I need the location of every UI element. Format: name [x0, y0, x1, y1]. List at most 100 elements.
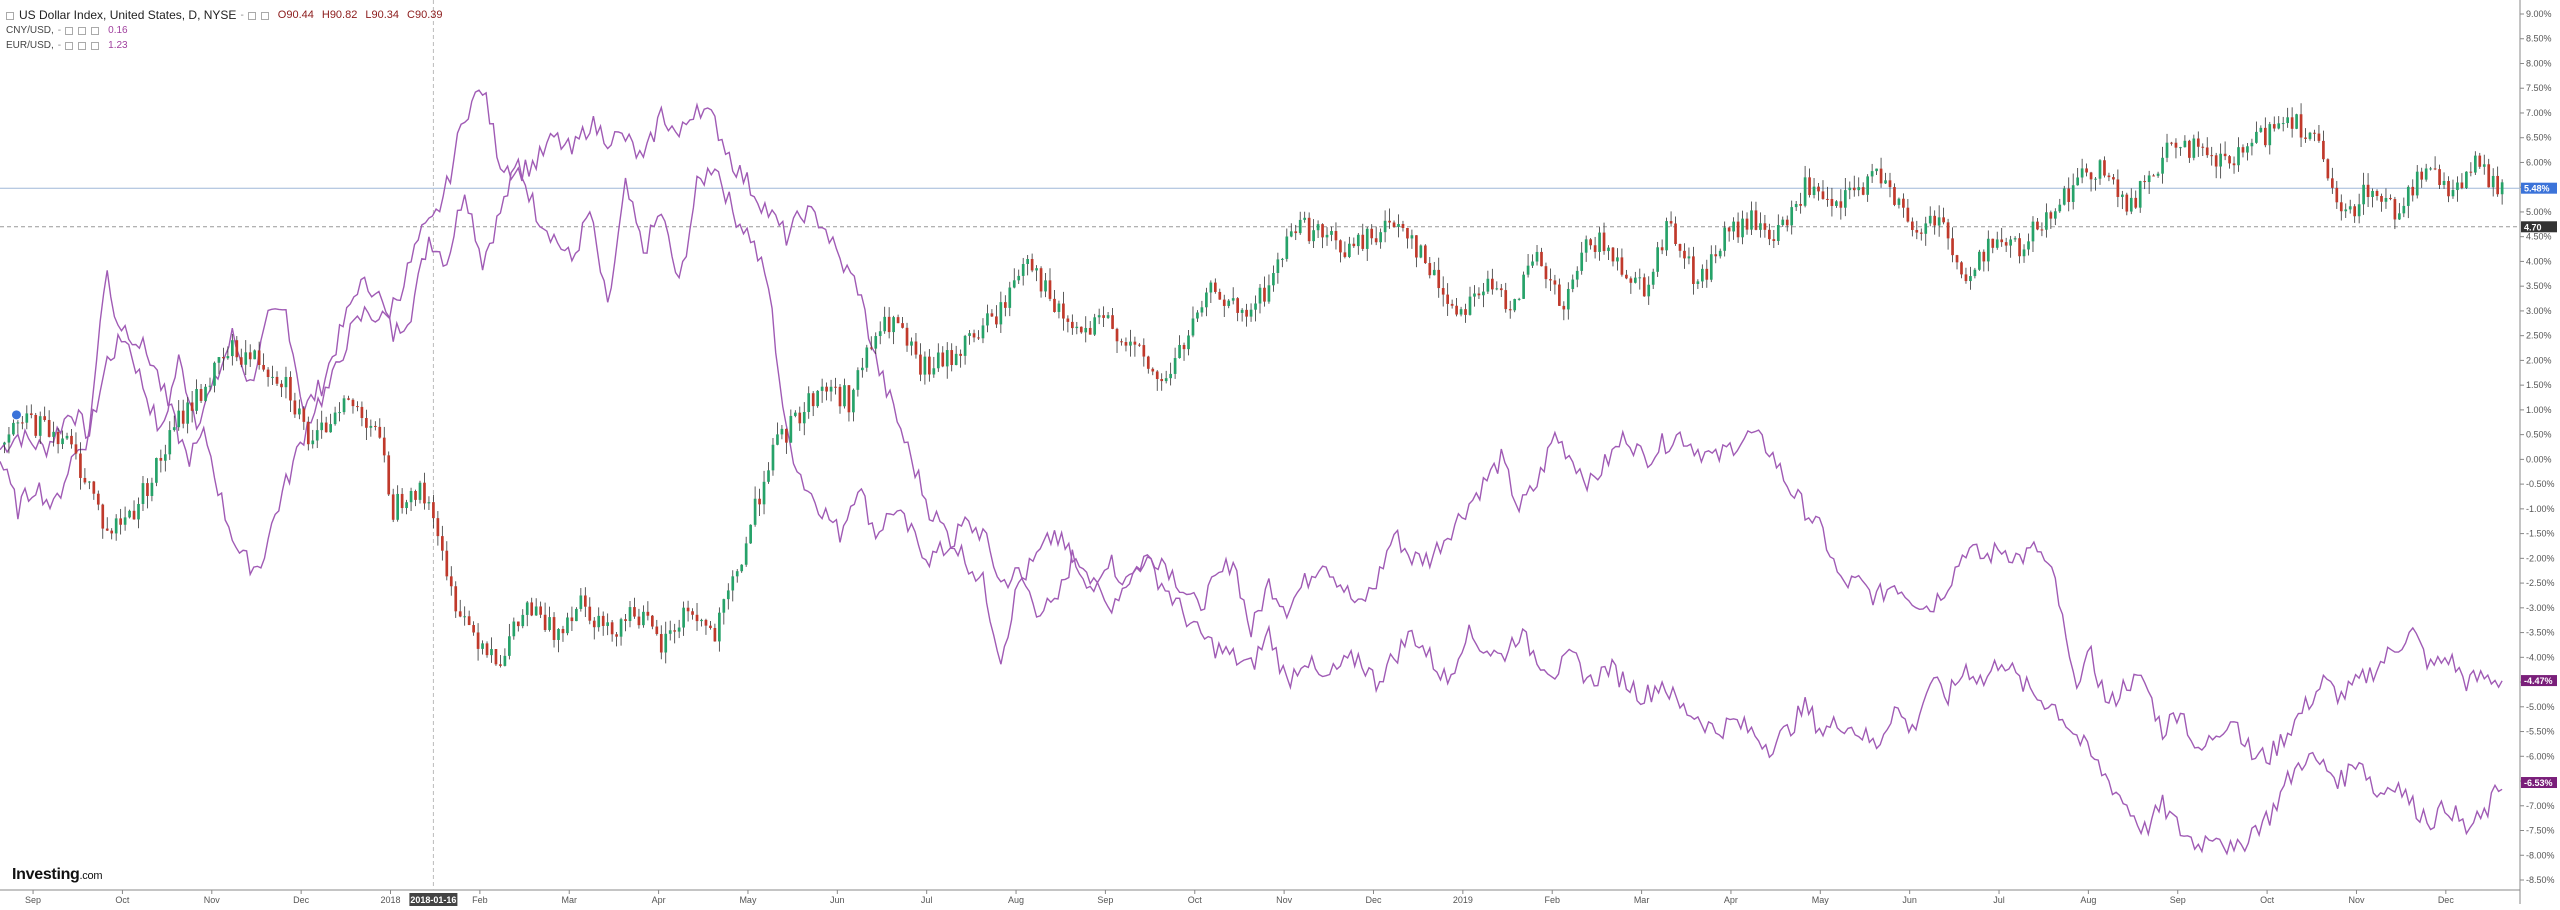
candle-body — [2036, 221, 2039, 230]
candle-body — [208, 385, 212, 387]
settings-icon[interactable] — [260, 11, 269, 20]
candle-body — [981, 325, 985, 339]
candle-body — [557, 628, 560, 640]
candle-body — [2393, 199, 2397, 220]
price-marker-label: 4.70 — [2524, 222, 2542, 232]
close-icon[interactable] — [91, 41, 100, 50]
x-tick-label: Feb — [472, 895, 488, 905]
candle-body — [110, 530, 114, 534]
candle-body — [2424, 168, 2428, 180]
candle-body — [1969, 276, 1972, 282]
candle-body — [1620, 257, 1624, 275]
candle-body — [7, 434, 11, 443]
candle-body — [588, 606, 592, 621]
candle-body — [999, 302, 1003, 325]
candle-body — [651, 615, 654, 627]
collapse-icon[interactable] — [6, 11, 14, 20]
candle-body — [1334, 231, 1338, 241]
candle-body — [905, 327, 909, 346]
candle-body — [1772, 239, 1776, 241]
candle-body — [365, 418, 368, 428]
candle-body — [1504, 290, 1508, 310]
candle-body — [373, 425, 377, 427]
y-tick-label: -5.50% — [2526, 727, 2555, 737]
candle-body — [47, 419, 51, 437]
candle-body — [141, 483, 145, 504]
candle-body — [1401, 224, 1405, 228]
candle-body — [2076, 177, 2079, 186]
settings-icon[interactable] — [78, 26, 87, 35]
candle-body — [499, 664, 502, 666]
legend-cny-value: 0.16 — [108, 25, 128, 36]
candle-body — [306, 421, 310, 445]
candle-body — [1790, 207, 1794, 226]
candle-body — [351, 399, 355, 407]
candle-body — [534, 606, 538, 616]
candle-body — [34, 414, 38, 436]
candle-body — [561, 628, 565, 634]
candle-body — [1513, 299, 1517, 311]
candle-body — [427, 502, 431, 504]
candle-body — [1955, 255, 1959, 263]
candle-body — [2344, 209, 2348, 212]
candle-body — [271, 376, 274, 378]
x-tick-label: 2018 — [380, 895, 400, 905]
candle-body — [619, 619, 623, 637]
y-tick-label: 0.50% — [2526, 430, 2552, 440]
candle-body — [217, 357, 221, 363]
candle-body — [2331, 178, 2334, 188]
candle-body — [1160, 379, 1164, 382]
candle-body — [1861, 187, 1865, 195]
candle-body — [2161, 157, 2164, 174]
candle-body — [2250, 142, 2254, 147]
candle-body — [177, 410, 181, 428]
candle-body — [1218, 291, 1222, 300]
candle-body — [2375, 190, 2379, 196]
candle-body — [132, 510, 136, 520]
candle-body — [2406, 186, 2410, 206]
candle-body — [2460, 182, 2464, 189]
candle-body — [1079, 326, 1083, 333]
candle-body — [583, 595, 587, 607]
candle-body — [1415, 235, 1418, 258]
eye-icon[interactable] — [247, 11, 256, 20]
candle-body — [481, 643, 484, 649]
candle-body — [610, 622, 614, 635]
y-tick-label: 8.50% — [2526, 34, 2552, 44]
candle-body — [449, 576, 453, 587]
legend-eur-name: EUR/USD, — [6, 40, 54, 51]
candle-body — [1830, 198, 1834, 206]
candle-body — [38, 416, 42, 436]
candle-body — [2442, 180, 2446, 185]
candle-body — [1231, 298, 1235, 301]
candle-body — [825, 386, 828, 392]
candle-body — [2478, 155, 2482, 167]
candle-body — [1714, 254, 1718, 257]
candle-body — [2281, 123, 2285, 125]
legend-eur-value: 1.23 — [108, 40, 128, 51]
settings-icon[interactable] — [78, 41, 87, 50]
candle-body — [1379, 232, 1382, 243]
candle-body — [101, 504, 105, 529]
candle-body — [79, 453, 82, 478]
candle-body — [329, 424, 332, 433]
candle-body — [1129, 341, 1132, 346]
candle-body — [2143, 181, 2147, 183]
candle-body — [829, 386, 833, 392]
candle-body — [1843, 190, 1847, 208]
eye-icon[interactable] — [65, 41, 74, 50]
eye-icon[interactable] — [65, 26, 74, 35]
candle-body — [186, 402, 189, 424]
candle-body — [137, 503, 140, 520]
close-icon[interactable] — [91, 26, 100, 35]
candle-body — [128, 510, 131, 518]
candle-body — [1674, 223, 1677, 245]
candle-body — [785, 428, 788, 443]
candle-body — [2380, 195, 2383, 202]
candle-body — [718, 612, 721, 642]
candle-body — [1625, 274, 1628, 279]
candle-body — [2085, 168, 2088, 173]
candle-body — [441, 536, 444, 551]
candle-body — [1151, 368, 1155, 372]
